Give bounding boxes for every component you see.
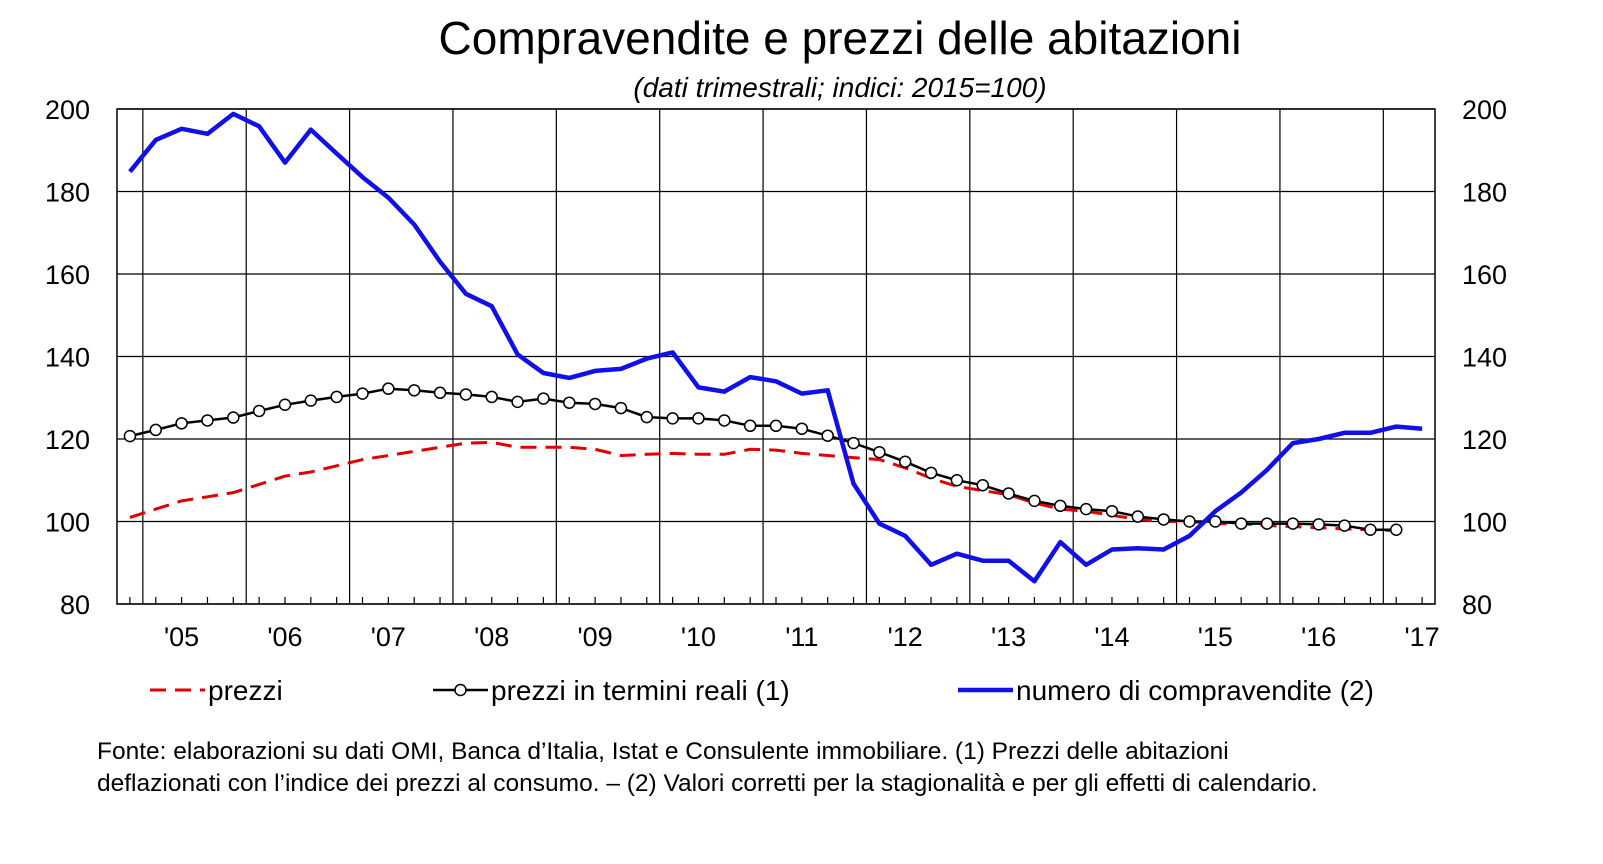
data-point-prezzi-reali xyxy=(873,445,886,459)
data-point-prezzi-reali xyxy=(1028,494,1041,508)
y-tick-label-right: 200 xyxy=(1462,95,1507,125)
legend-label: numero di compravendite (2) xyxy=(1016,675,1374,706)
series-line-compravendite xyxy=(128,111,1423,584)
data-point-prezzi-reali xyxy=(123,429,137,443)
axes: 80 80 100 100 120 120 140 140 160 160 180 180 200 200… xyxy=(45,95,1507,652)
data-point-prezzi-reali xyxy=(588,397,602,411)
y-tick-label-left: 140 xyxy=(45,343,90,373)
x-tick-label: '05 xyxy=(164,622,199,652)
y-tick-label-right: 100 xyxy=(1462,508,1507,538)
x-tick-label: '07 xyxy=(371,622,406,652)
data-point-prezzi-reali xyxy=(459,388,473,401)
grid-lines xyxy=(117,108,1435,605)
data-point-prezzi-reali xyxy=(1389,523,1403,536)
data-point-prezzi-reali xyxy=(821,429,834,442)
x-tick-label: '16 xyxy=(1301,622,1336,652)
y-tick-label-left: 80 xyxy=(60,590,90,620)
chart-subtitle: (dati trimestrali; indici: 2015=100) xyxy=(633,72,1047,103)
data-point-prezzi-reali xyxy=(976,478,989,492)
data-point-prezzi-reali xyxy=(1105,504,1119,518)
data-point-prezzi-reali xyxy=(356,387,369,400)
data-point-prezzi-reali xyxy=(795,422,809,435)
data-point-prezzi-reali xyxy=(227,411,240,424)
data-point-prezzi-reali xyxy=(1054,499,1067,513)
data-point-prezzi-reali xyxy=(304,394,318,407)
x-tick-label: '12 xyxy=(888,622,923,652)
data-point-prezzi-reali xyxy=(1364,523,1377,536)
data-point-prezzi-reali xyxy=(847,436,860,450)
data-point-prezzi-reali xyxy=(330,390,343,404)
y-tick-label-right: 160 xyxy=(1462,260,1507,290)
y-tick-label-right: 180 xyxy=(1462,178,1507,208)
y-tick-label-right: 140 xyxy=(1462,343,1507,373)
y-tick-label-left: 120 xyxy=(45,425,90,455)
x-tick-label: '09 xyxy=(578,622,613,652)
x-tick-label: '08 xyxy=(474,622,509,652)
data-point-prezzi-reali xyxy=(1338,519,1351,532)
x-tick-label: '06 xyxy=(267,622,302,652)
footnote: Fonte: elaborazioni su dati OMI, Banca d… xyxy=(97,736,1539,800)
x-tick-label: '17 xyxy=(1404,622,1439,652)
data-point-prezzi-reali xyxy=(640,410,654,424)
data-point-prezzi-reali xyxy=(1157,513,1170,526)
x-tick-label: '10 xyxy=(681,622,716,652)
data-point-prezzi-reali xyxy=(1234,517,1248,530)
data-point-prezzi-reali xyxy=(1286,517,1300,530)
legend: prezzi prezzi in termini reali (1) numero … xyxy=(150,675,1374,706)
data-point-prezzi-reali xyxy=(1260,517,1274,530)
data-point-prezzi-reali xyxy=(149,423,163,437)
data-point-prezzi-reali xyxy=(666,412,679,425)
legend-marker-prezzi-reali xyxy=(454,683,467,697)
x-tick-label: '15 xyxy=(1198,622,1233,652)
data-point-prezzi-reali xyxy=(1183,515,1196,528)
footnote-line-1: Fonte: elaborazioni su dati OMI, Banca d… xyxy=(97,738,1229,765)
data-point-prezzi-reali xyxy=(175,417,188,430)
chart-title: Compravendite e prezzi delle abitazioni xyxy=(438,12,1242,64)
data-point-prezzi-reali xyxy=(278,398,292,412)
data-point-prezzi-reali xyxy=(485,390,498,404)
data-point-prezzi-reali xyxy=(201,414,214,427)
data-point-prezzi-reali xyxy=(924,466,938,480)
data-point-prezzi-reali xyxy=(511,395,524,409)
data-point-prezzi-reali xyxy=(898,455,912,468)
x-tick-label: '11 xyxy=(785,622,818,652)
x-tick-label: '14 xyxy=(1094,622,1129,652)
data-point-prezzi-reali xyxy=(433,386,447,400)
legend-label: prezzi xyxy=(208,675,283,706)
data-point-prezzi-reali xyxy=(950,474,964,487)
y-tick-label-right: 80 xyxy=(1462,590,1492,620)
data-point-prezzi-reali xyxy=(1002,487,1015,500)
data-point-prezzi-reali xyxy=(743,419,757,433)
data-point-prezzi-reali xyxy=(718,414,731,427)
footnote-line-2: deflazionati con l’indice dei prezzi al … xyxy=(97,770,1318,797)
data-point-prezzi-reali xyxy=(769,419,783,433)
data-point-prezzi-reali xyxy=(692,412,705,425)
data-point-prezzi-reali xyxy=(1079,502,1093,516)
x-tick-label: '13 xyxy=(991,622,1026,652)
data-point-prezzi-reali xyxy=(407,384,421,397)
data-point-prezzi-reali xyxy=(382,382,395,395)
data-point-prezzi-reali xyxy=(252,404,266,418)
y-tick-label-left: 180 xyxy=(45,178,90,208)
data-point-prezzi-reali xyxy=(1209,515,1222,528)
data-point-prezzi-reali xyxy=(1131,510,1145,523)
series-lines xyxy=(123,111,1423,584)
y-tick-label-left: 160 xyxy=(45,260,90,290)
data-point-prezzi-reali xyxy=(537,392,550,405)
plot-frame xyxy=(116,108,1436,605)
data-point-prezzi-reali xyxy=(563,396,576,409)
data-point-prezzi-reali xyxy=(614,401,628,415)
y-tick-label-left: 100 xyxy=(45,508,90,538)
data-point-prezzi-reali xyxy=(1312,518,1325,531)
y-tick-label-right: 120 xyxy=(1462,425,1507,455)
y-tick-label-left: 200 xyxy=(45,95,90,125)
legend-label: prezzi in termini reali (1) xyxy=(491,675,790,706)
